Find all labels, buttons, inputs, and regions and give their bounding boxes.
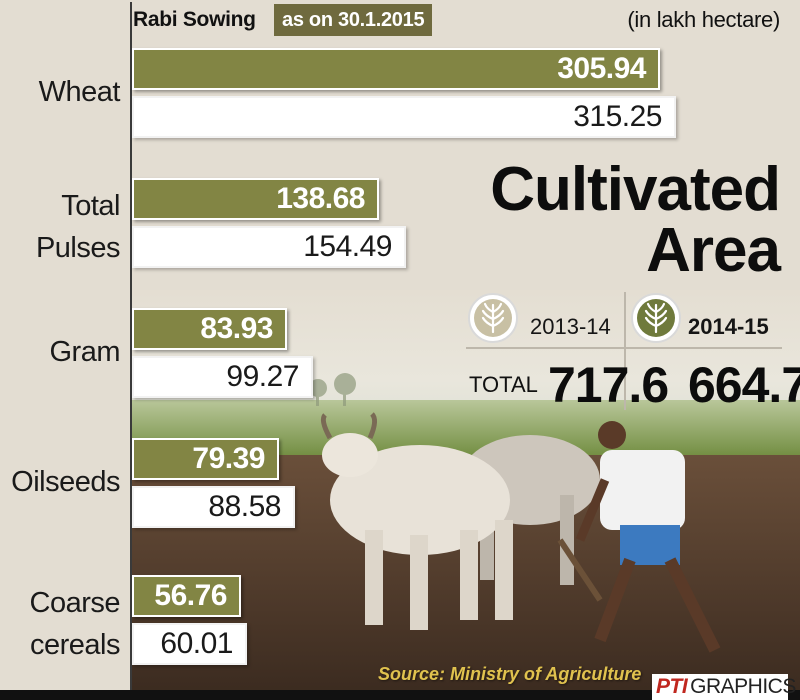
headline-line2: Area [646,215,781,285]
total-value-cur: 664.7 [688,357,800,413]
pti-credit: PTI GRAPHICS [652,674,796,700]
total-label: TOTAL [469,372,538,397]
year-label-cur: 2014-15 [688,314,769,339]
pti-credit-text: GRAPHICS [690,675,796,698]
bar-2013-14-3: 88.58 [132,486,295,528]
header-title: Rabi Sowing [133,8,256,31]
source-note: Source: Ministry of Agriculture [378,664,642,684]
category-label-line: Coarse [29,587,121,619]
category-label: Wheat [38,76,121,108]
header-date-badge: as on 30.1.2015 [274,4,433,36]
bar-2014-15-3: 79.39 [132,438,279,480]
bar-2013-14-4: 60.01 [132,623,247,665]
bar-2014-15-0: 305.94 [132,48,660,90]
category-label: Gram [50,336,121,368]
bar-2013-14-0: 315.25 [132,96,676,138]
headline-line1: Cultivated [490,155,781,224]
bar-2013-14-2: 99.27 [132,356,313,398]
category-label-line: cereals [30,629,120,662]
category-label-line: Pulses [35,232,121,265]
unit-label: (in lakh hectare) [627,7,780,32]
category-label-line: Oilseeds [11,466,120,498]
bar-2014-15-4: 56.76 [132,575,241,617]
wheat-emblem-icon [468,293,518,343]
bar-2014-15-2: 83.93 [132,308,287,350]
total-value-prev: 717.6 [548,357,669,413]
category-label-line: Gram [49,336,121,368]
pti-logo: PTI [656,675,688,698]
headline: Cultivated Area [490,155,781,285]
category-label: Coarse cereals [30,587,121,662]
category-label: Oilseeds [11,466,120,498]
bar-2014-15-1: 138.68 [132,178,379,220]
category-label-line: Total [61,190,120,222]
year-label-prev: 2013-14 [530,314,611,339]
category-label: Total Pulses [35,190,121,265]
bar-2013-14-1: 154.49 [132,226,406,268]
wheat-emblem-icon [631,293,681,343]
category-label-line: Wheat [38,76,121,108]
